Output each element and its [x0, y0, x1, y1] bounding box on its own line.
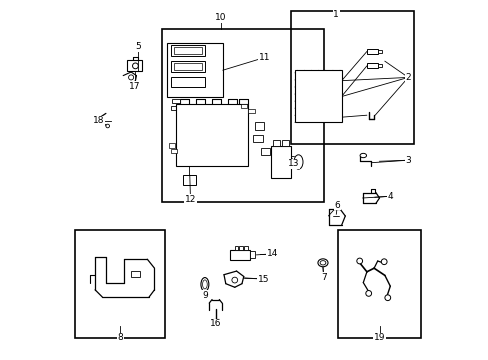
Circle shape: [128, 75, 133, 80]
Bar: [167, 43, 223, 97]
Bar: [75, 230, 165, 338]
Circle shape: [106, 124, 109, 128]
Bar: [271, 146, 291, 178]
Ellipse shape: [320, 261, 325, 265]
Bar: [294, 70, 341, 122]
Bar: [178, 104, 185, 108]
Bar: [168, 143, 175, 148]
Text: 8: 8: [117, 333, 123, 342]
Text: 18: 18: [93, 116, 104, 125]
Bar: [337, 230, 420, 338]
Bar: [170, 149, 177, 153]
Circle shape: [356, 258, 362, 264]
Bar: [170, 77, 204, 87]
Bar: [249, 251, 255, 258]
Bar: [241, 104, 247, 108]
Bar: [260, 148, 269, 155]
Circle shape: [381, 259, 386, 265]
Bar: [131, 271, 140, 277]
Circle shape: [384, 295, 390, 301]
Circle shape: [132, 63, 138, 69]
Ellipse shape: [359, 153, 366, 158]
Bar: [273, 140, 280, 146]
Bar: [173, 63, 202, 70]
Text: 16: 16: [209, 320, 221, 328]
Text: 2: 2: [405, 73, 410, 82]
Bar: [234, 246, 238, 250]
Text: 14: 14: [266, 249, 278, 258]
Text: 15: 15: [257, 274, 269, 284]
Bar: [170, 61, 204, 72]
Bar: [366, 63, 377, 68]
Bar: [255, 122, 264, 130]
Bar: [170, 106, 178, 110]
Bar: [176, 104, 247, 166]
Text: 9: 9: [202, 291, 207, 300]
Bar: [183, 175, 196, 185]
Bar: [244, 246, 247, 250]
Bar: [172, 99, 179, 103]
Bar: [173, 47, 202, 54]
Text: 1: 1: [333, 10, 339, 19]
Bar: [291, 11, 413, 144]
Bar: [230, 250, 249, 260]
Text: 11: 11: [258, 53, 269, 62]
Bar: [239, 246, 243, 250]
Text: 13: 13: [288, 159, 299, 168]
Bar: [127, 60, 142, 71]
Ellipse shape: [293, 155, 303, 169]
Ellipse shape: [201, 278, 208, 291]
Text: 17: 17: [129, 82, 140, 91]
Text: 5: 5: [135, 42, 141, 51]
Bar: [282, 140, 289, 146]
Circle shape: [231, 277, 237, 283]
Text: 6: 6: [334, 201, 340, 210]
Text: 3: 3: [405, 156, 410, 165]
Text: 7: 7: [320, 273, 326, 282]
Bar: [377, 50, 381, 53]
Text: 12: 12: [184, 194, 196, 203]
Bar: [253, 135, 262, 142]
Bar: [170, 45, 204, 56]
Bar: [247, 109, 254, 113]
Bar: [377, 64, 381, 67]
Ellipse shape: [317, 259, 327, 267]
Ellipse shape: [202, 280, 207, 289]
Circle shape: [365, 291, 371, 296]
Text: 19: 19: [373, 333, 385, 342]
Bar: [162, 29, 323, 202]
Bar: [366, 49, 377, 54]
Text: 10: 10: [215, 13, 226, 22]
Text: 4: 4: [386, 192, 392, 201]
